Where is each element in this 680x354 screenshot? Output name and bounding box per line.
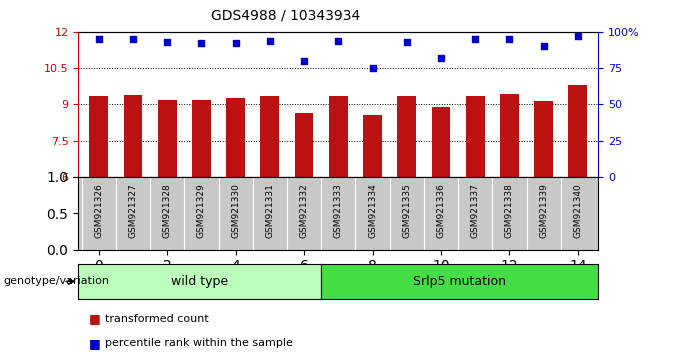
Bar xyxy=(192,99,211,177)
Point xyxy=(470,36,481,42)
Text: GSM921332: GSM921332 xyxy=(300,183,309,238)
Point xyxy=(573,33,583,39)
Point xyxy=(231,41,241,46)
Point xyxy=(435,55,446,61)
Text: GSM921331: GSM921331 xyxy=(265,183,274,238)
Text: percentile rank within the sample: percentile rank within the sample xyxy=(105,338,293,348)
Text: ■: ■ xyxy=(88,337,100,350)
Text: GSM921337: GSM921337 xyxy=(471,183,479,238)
Point xyxy=(504,36,515,42)
Bar xyxy=(568,85,588,177)
Text: Srlp5 mutation: Srlp5 mutation xyxy=(413,275,506,288)
Text: transformed count: transformed count xyxy=(105,314,209,324)
Text: GDS4988 / 10343934: GDS4988 / 10343934 xyxy=(211,9,360,23)
Point xyxy=(93,36,104,42)
Bar xyxy=(466,96,485,177)
Point xyxy=(367,65,378,71)
Text: GSM921336: GSM921336 xyxy=(437,183,445,238)
Bar xyxy=(534,101,553,177)
Bar xyxy=(363,115,382,177)
Text: GSM921327: GSM921327 xyxy=(129,183,137,238)
Point xyxy=(265,38,275,44)
Bar xyxy=(294,113,313,177)
Text: GSM921339: GSM921339 xyxy=(539,183,548,238)
Point xyxy=(333,38,343,44)
Text: GSM921330: GSM921330 xyxy=(231,183,240,238)
Bar xyxy=(260,96,279,177)
Point xyxy=(162,39,173,45)
Text: GSM921326: GSM921326 xyxy=(95,183,103,238)
Bar xyxy=(226,98,245,177)
Bar xyxy=(432,107,450,177)
Bar xyxy=(158,99,177,177)
Text: GSM921328: GSM921328 xyxy=(163,183,171,238)
Point xyxy=(128,36,139,42)
Bar xyxy=(329,96,347,177)
Text: genotype/variation: genotype/variation xyxy=(3,276,109,286)
Bar xyxy=(89,96,108,177)
Text: GSM921333: GSM921333 xyxy=(334,183,343,238)
Text: GSM921335: GSM921335 xyxy=(403,183,411,238)
Text: GSM921334: GSM921334 xyxy=(368,183,377,238)
Point xyxy=(401,39,412,45)
Point xyxy=(538,44,549,49)
Text: GSM921340: GSM921340 xyxy=(573,183,582,238)
Point xyxy=(299,58,309,64)
Bar xyxy=(397,96,416,177)
Text: GSM921329: GSM921329 xyxy=(197,183,206,238)
Point xyxy=(196,41,207,46)
Bar xyxy=(500,93,519,177)
Text: wild type: wild type xyxy=(171,275,228,288)
Bar xyxy=(124,95,142,177)
Text: GSM921338: GSM921338 xyxy=(505,183,514,238)
Text: ■: ■ xyxy=(88,312,100,325)
